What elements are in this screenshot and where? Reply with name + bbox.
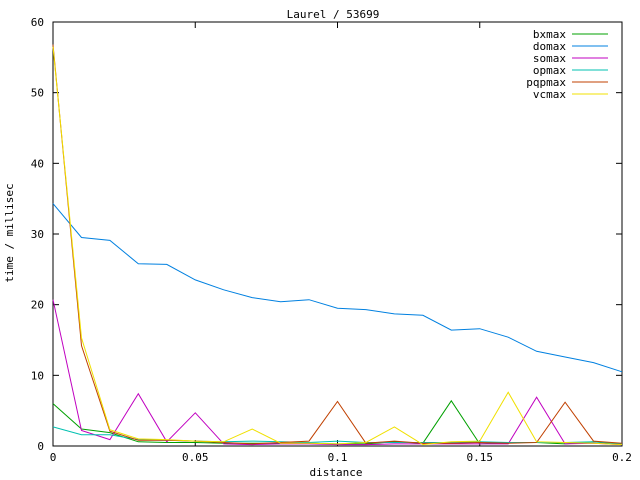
x-tick-label: 0.2 xyxy=(612,451,632,464)
y-tick-label: 30 xyxy=(31,228,44,241)
series-line-domax xyxy=(52,203,623,373)
y-tick-label: 0 xyxy=(37,440,44,453)
y-tick-label: 50 xyxy=(31,87,44,100)
x-tick-label: 0 xyxy=(50,451,57,464)
legend-label-vcmax: vcmax xyxy=(533,88,566,101)
ticks: 0 0.05 0.1 0.15 0.2 0 10 20 30 40 50 60 xyxy=(31,16,632,464)
y-tick-label: 20 xyxy=(31,299,44,312)
legend-label-domax: domax xyxy=(533,40,566,53)
series-line-vcmax xyxy=(52,46,623,446)
chart-title: Laurel / 53699 xyxy=(287,8,380,21)
series-line-somax xyxy=(52,299,623,446)
y-tick-label: 60 xyxy=(31,16,44,29)
x-tick-label: 0.15 xyxy=(467,451,494,464)
y-tick-label: 10 xyxy=(31,369,44,382)
x-tick-label: 0.1 xyxy=(328,451,348,464)
y-tick-label: 40 xyxy=(31,157,44,170)
series-lines xyxy=(52,44,623,446)
x-axis-label: distance xyxy=(310,466,363,479)
x-tick-label: 0.05 xyxy=(182,451,209,464)
legend-label-opmax: opmax xyxy=(533,64,566,77)
y-axis-label: time / millisec xyxy=(3,183,16,282)
series-line-bxmax xyxy=(52,399,623,446)
series-line-pqpmax xyxy=(52,44,623,445)
legend-label-somax: somax xyxy=(533,52,566,65)
legend-label-pqpmax: pqpmax xyxy=(526,76,566,89)
legend-label-bxmax: bxmax xyxy=(533,28,566,41)
